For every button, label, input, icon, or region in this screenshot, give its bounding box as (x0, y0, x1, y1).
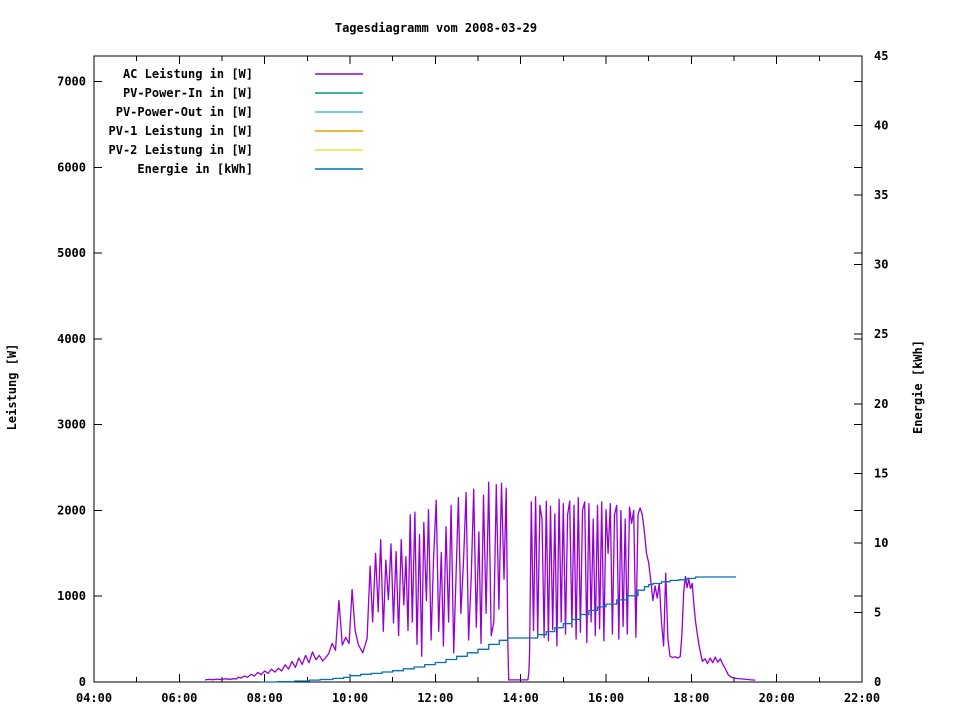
x-tick-label: 18:00 (673, 691, 709, 705)
y2-tick-label: 35 (874, 188, 888, 202)
series-line-energie (260, 576, 737, 683)
y1-tick-label: 7000 (57, 75, 86, 89)
y1-tick-label: 4000 (57, 332, 86, 346)
y2-tick-label: 20 (874, 397, 888, 411)
y2-tick-label: 15 (874, 466, 888, 480)
y2-axis-label: Energie [kWh] (911, 340, 925, 434)
y1-tick-label: 5000 (57, 246, 86, 260)
x-tick-label: 08:00 (247, 691, 283, 705)
y2-tick-label: 25 (874, 327, 888, 341)
legend-label-pv-1-leistung: PV-1 Leistung in [W] (109, 124, 254, 138)
y1-tick-label: 6000 (57, 160, 86, 174)
x-tick-label: 12:00 (417, 691, 453, 705)
y1-tick-label: 2000 (57, 503, 86, 517)
y2-tick-label: 0 (874, 675, 881, 689)
y1-tick-label: 0 (79, 675, 86, 689)
x-tick-label: 06:00 (161, 691, 197, 705)
series-line-ac-leistung (204, 481, 756, 681)
y2-tick-label: 40 (874, 119, 888, 133)
legend-label-pv-2-leistung: PV-2 Leistung in [W] (109, 143, 254, 157)
x-tick-label: 22:00 (844, 691, 880, 705)
chart-title: Tagesdiagramm vom 2008-03-29 (335, 21, 537, 35)
data-series (204, 481, 756, 683)
y2-tick-label: 45 (874, 49, 888, 63)
axes: 0 1000 2000 3000 4000 5000 6000 7000 0 5 10 15 20 25 3… (57, 49, 888, 705)
x-tick-label: 04:00 (76, 691, 112, 705)
x-tick-label: 10:00 (332, 691, 368, 705)
x-tick-label: 16:00 (588, 691, 624, 705)
y1-axis-label: Leistung [W] (5, 344, 19, 431)
y2-tick-label: 30 (874, 258, 888, 272)
y2-tick-label: 10 (874, 536, 888, 550)
y2-tick-label: 5 (874, 605, 881, 619)
legend-label-energie: Energie in [kWh] (137, 162, 253, 176)
y1-tick-label: 3000 (57, 418, 86, 432)
x-tick-label: 20:00 (759, 691, 795, 705)
x-tick-label: 14:00 (503, 691, 539, 705)
y1-tick-label: 1000 (57, 589, 86, 603)
legend: AC Leistung in [W] PV-Power-In in [W] PV-P… (109, 67, 363, 176)
legend-label-ac-leistung: AC Leistung in [W] (123, 67, 253, 81)
legend-label-pv-power-in: PV-Power-In in [W] (123, 86, 253, 100)
legend-label-pv-power-out: PV-Power-Out in [W] (116, 105, 253, 119)
